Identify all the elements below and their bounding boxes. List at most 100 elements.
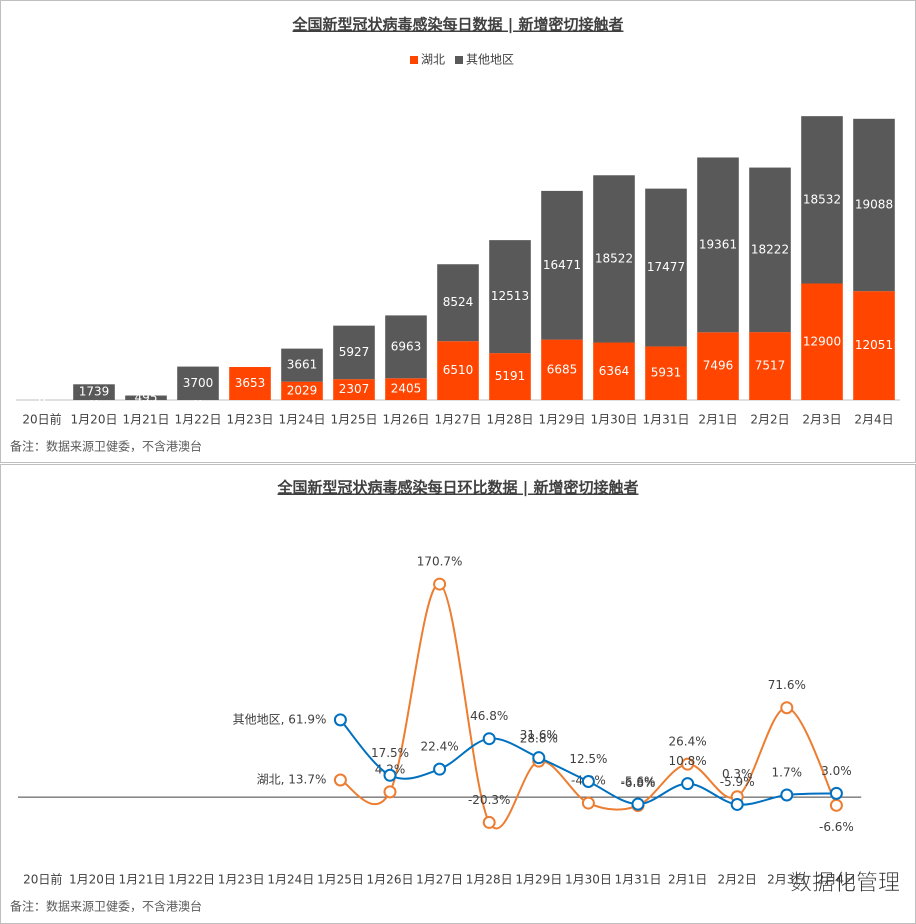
data-label: 71.6%: [768, 678, 806, 692]
x-tick-label: 1月26日: [367, 873, 414, 887]
data-label: 6963: [391, 339, 422, 353]
x-tick-label: 1月27日: [416, 873, 463, 887]
data-label: 17.5%: [371, 746, 409, 760]
data-label: 湖北, 13.7%: [257, 772, 327, 787]
data-label: 5927: [339, 345, 370, 359]
panel: [0, 464, 916, 924]
data-label: 6685: [547, 362, 578, 376]
marker: [482, 732, 496, 746]
bar: [801, 283, 843, 400]
data-label: 8524: [443, 295, 474, 309]
marker: [780, 701, 794, 715]
marker: [631, 797, 645, 811]
data-label: 495: [135, 390, 158, 404]
x-tick-label: 2月3日: [802, 413, 841, 427]
data-label: 2029: [287, 383, 318, 397]
marker: [333, 713, 347, 727]
x-tick-label: 1月28日: [487, 413, 534, 427]
x-tick-label: 1月24日: [279, 413, 326, 427]
bar: [385, 378, 427, 400]
x-tick-label: 20日前: [23, 872, 62, 887]
marker: [383, 768, 397, 782]
data-label: 12513: [491, 289, 529, 303]
data-label: -6.6%: [819, 820, 854, 834]
data-label: 26.4%: [669, 735, 707, 749]
data-label: 17477: [647, 260, 685, 274]
marker: [333, 773, 347, 787]
bar: [73, 384, 115, 400]
marker: [681, 757, 695, 771]
data-label: -6.8%: [621, 776, 656, 790]
data-label: 1.7%: [772, 765, 803, 779]
data-label: 6364: [599, 364, 630, 378]
legend-swatch: [410, 56, 418, 64]
data-label: 3653: [235, 376, 266, 390]
x-tick-label: 1月25日: [317, 873, 364, 887]
data-label: 6510: [443, 363, 474, 377]
data-label: 5191: [495, 369, 526, 383]
data-label: 0: [38, 393, 46, 407]
bar: [749, 167, 791, 333]
data-label: -20.3%: [468, 793, 510, 807]
data-label: 16471: [543, 258, 581, 272]
data-label: 46.8%: [470, 709, 508, 723]
data-label: 31.6%: [520, 728, 558, 742]
marker: [581, 796, 595, 810]
bar: [645, 188, 687, 347]
marker: [482, 815, 496, 829]
data-label: 10.8%: [669, 754, 707, 768]
bar: [645, 346, 687, 400]
data-label: 12.5%: [569, 752, 607, 766]
legend-label: 湖北: [421, 52, 445, 67]
bar: [541, 339, 583, 400]
data-label: 2405: [391, 382, 422, 396]
x-tick-label: 1月31日: [615, 873, 662, 887]
x-tick-label: 1月21日: [119, 873, 166, 887]
x-tick-label: 2月1日: [668, 873, 707, 887]
x-tick-label: 1月27日: [435, 413, 482, 427]
data-label: 12051: [855, 338, 893, 352]
bar: [489, 240, 531, 354]
line: [339, 583, 838, 830]
bar: [281, 381, 323, 400]
data-label: 18532: [803, 192, 841, 206]
data-label: 3700: [183, 376, 214, 390]
marker: [383, 785, 397, 799]
data-label: 5931: [651, 366, 682, 380]
x-tick-label: 1月31日: [643, 413, 690, 427]
x-tick-label: 1月28日: [466, 873, 513, 887]
x-tick-label: 2月3日: [767, 873, 806, 887]
chart-title: 全国新型冠状病毒感染每日环比数据 | 新增密切接触者: [277, 479, 639, 498]
x-tick-label: 20日前: [22, 412, 61, 427]
marker: [433, 577, 447, 591]
bar: [697, 332, 739, 400]
bar: [853, 291, 895, 400]
bar: [697, 157, 739, 333]
bar: [281, 348, 323, 382]
data-label: 0.3%: [722, 767, 753, 781]
legend-label: 其他地区: [466, 53, 514, 67]
x-tick-label: 1月22日: [175, 413, 222, 427]
x-tick-label: 2月2日: [718, 873, 757, 887]
x-tick-label: 1月25日: [331, 413, 378, 427]
x-tick-label: 1月20日: [71, 413, 118, 427]
bar: [593, 342, 635, 400]
x-tick-label: 1月24日: [267, 873, 314, 887]
bar: [801, 116, 843, 284]
bar: [541, 190, 583, 340]
data-label: 19361: [699, 237, 737, 251]
marker: [829, 798, 843, 812]
x-tick-label: 1月20日: [69, 873, 116, 887]
marker: [532, 751, 546, 765]
x-tick-label: 2月2日: [750, 413, 789, 427]
bar: [593, 175, 635, 343]
data-label: -5.6%: [621, 775, 656, 789]
bar: [333, 325, 375, 380]
legend-swatch: [455, 56, 463, 64]
marker: [829, 786, 843, 800]
watermark: 数据化管理: [790, 871, 900, 896]
x-tick-label: 1月21日: [123, 413, 170, 427]
data-label: 12900: [803, 334, 841, 348]
x-tick-label: 1月30日: [591, 413, 638, 427]
